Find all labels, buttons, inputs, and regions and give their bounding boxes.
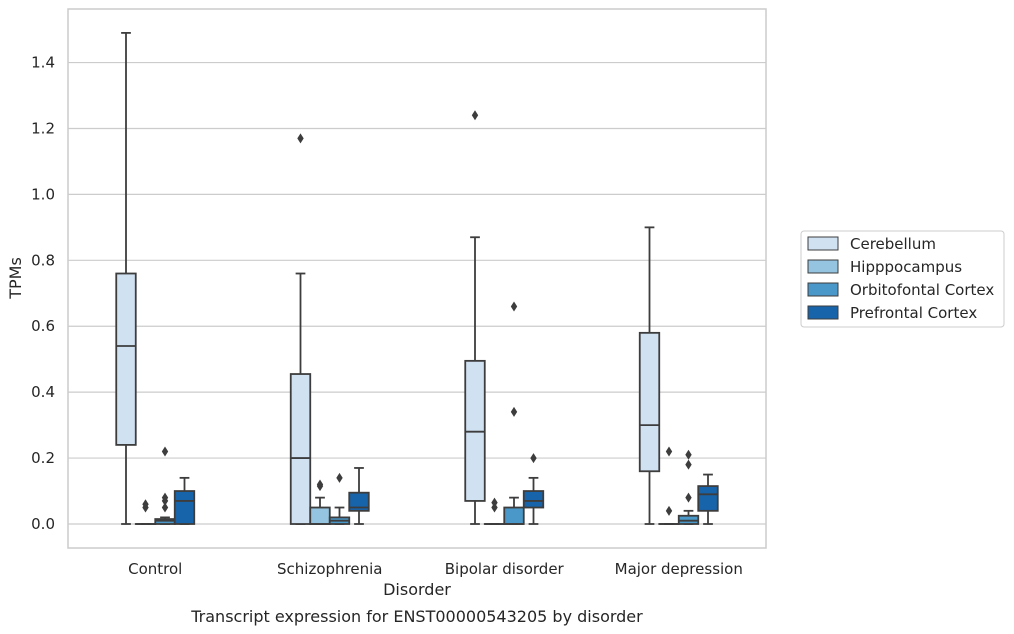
outlier-point: [161, 492, 169, 503]
outlier-point: [510, 301, 518, 312]
y-tick-label: 1.0: [31, 185, 55, 203]
box-marks: [115, 31, 719, 525]
y-tick-label: 0.2: [31, 449, 55, 467]
x-tick-label: Major depression: [615, 560, 743, 578]
box-iqr: [348, 491, 370, 512]
y-tick-label: 0.8: [31, 251, 55, 269]
outlier-point: [336, 472, 343, 483]
outlier-point: [665, 446, 673, 457]
plot-frame: [67, 8, 767, 549]
legend-label: Hipppocampus: [850, 258, 962, 276]
outlier-point: [491, 497, 498, 508]
outlier-point: [142, 499, 149, 510]
box-iqr: [522, 490, 545, 509]
legend-label: Prefrontal Cortex: [850, 304, 977, 322]
outlier-point: [161, 502, 169, 513]
x-tick-label: Bipolar disorder: [445, 560, 565, 578]
box-iqr: [503, 506, 525, 525]
y-axis-label: TPMs: [6, 257, 25, 300]
legend-swatch: [807, 259, 839, 274]
box-iqr: [173, 490, 196, 525]
y-tick-label: 1.4: [31, 54, 55, 72]
y-grid: [68, 61, 766, 525]
outlier-point: [297, 133, 304, 144]
y-tick-label: 0.0: [31, 515, 55, 533]
outlier-point: [665, 505, 673, 516]
outlier-point: [471, 110, 479, 121]
legend-swatch: [807, 236, 839, 251]
y-tick-labels: 0.0 0.2 0.4 0.6 0.8 1.0 1.2 1.4: [31, 54, 55, 533]
legend: Cerebellum Hipppocampus Orbitofontal Corte…: [800, 230, 1005, 328]
outlier-point: [316, 479, 324, 490]
legend-label: Cerebellum: [850, 235, 936, 253]
plot-background: [68, 9, 766, 548]
legend-label: Orbitofontal Cortex: [850, 281, 994, 299]
box-iqr: [638, 331, 661, 473]
legend-swatch: [807, 305, 839, 320]
box-iqr: [115, 272, 137, 446]
x-tick-labels: Control Schizophrenia Bipolar disorder Majo…: [128, 560, 743, 578]
y-tick-label: 0.6: [31, 317, 55, 335]
x-tick-label: Schizophrenia: [277, 560, 382, 578]
chart-caption: Transcript expression for ENST0000054320…: [190, 607, 643, 626]
x-tick-label: Control: [128, 560, 182, 578]
box-iqr: [697, 485, 719, 512]
y-tick-label: 1.2: [31, 119, 55, 137]
outlier-point: [510, 406, 518, 417]
outlier-point: [161, 446, 169, 457]
outlier-point: [685, 492, 692, 503]
legend-swatch: [807, 282, 839, 297]
y-tick-label: 0.4: [31, 383, 55, 401]
outlier-point: [685, 459, 692, 470]
legend-frame: [800, 230, 1005, 328]
x-axis-label: Disorder: [383, 580, 451, 599]
box-iqr: [309, 506, 331, 525]
outlier-point: [685, 449, 692, 460]
outlier-point: [530, 453, 537, 464]
box-iqr: [289, 373, 312, 525]
